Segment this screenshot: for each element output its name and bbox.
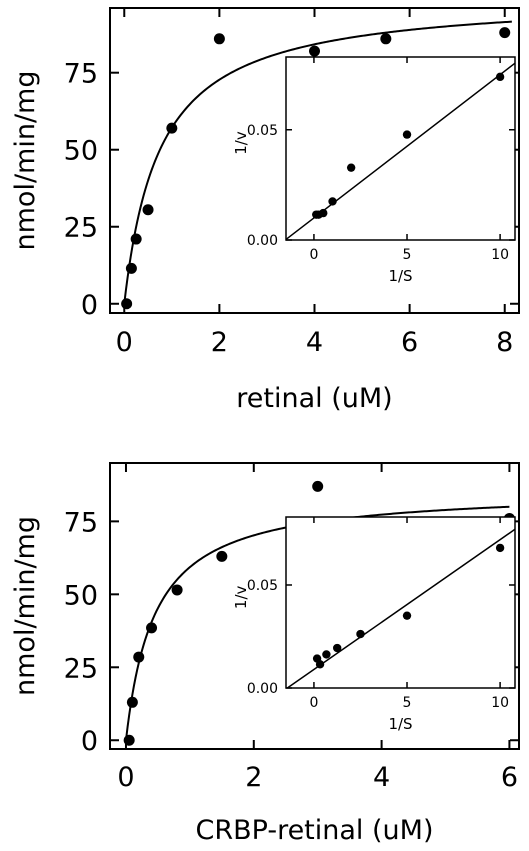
inset-data-point [495,72,505,82]
inset-y-tick-label: 0.05 [247,123,278,139]
data-point [166,122,178,134]
x-tick-label: 0 [117,762,134,793]
x-tick-label: 4 [306,327,323,358]
inset-data-point [328,197,337,206]
inset-data-point [315,660,325,669]
x-tick-label: 2 [245,762,262,793]
fit-curve [123,20,512,304]
inset-data-point [356,629,365,639]
data-point [312,480,324,492]
y-tick-label: 75 [64,59,98,90]
x-axis-label: CRBP-retinal (uM) [196,815,434,846]
inset-data-point [346,163,356,172]
data-point [126,696,138,708]
inset-frame [285,516,516,689]
inset-data-point [402,130,412,139]
x-tick-label: 2 [211,327,228,358]
inset-x-tick-label: 10 [491,247,509,263]
data-point [216,550,228,562]
x-tick-label: 0 [116,327,133,358]
data-point [309,45,320,57]
data-point [499,27,511,39]
data-point [125,262,137,274]
data-point [121,298,133,310]
y-tick-label: 0 [81,290,98,321]
x-axis-label: retinal (uM) [236,383,392,414]
data-point [130,233,142,245]
inset-data-point [495,543,505,553]
data-point [171,584,183,596]
y-tick-label: 25 [64,213,98,244]
inset-x-tick-label: 0 [309,247,318,263]
inset-fit-line [286,528,516,689]
data-point [213,33,225,45]
inset-data-point [322,650,331,659]
inset-y-axis-label: 1/v [232,586,250,610]
data-point [142,204,154,216]
inset-y-tick-label: 0.00 [247,681,278,697]
inset-data-point [332,643,342,653]
y-axis-label: nmol/min/mg [10,516,41,696]
y-tick-label: 50 [64,136,98,167]
inset-x-tick-label: 5 [403,695,412,711]
x-tick-label: 6 [401,327,418,358]
inset-x-tick-label: 0 [309,695,318,711]
inset-y-axis-label: 1/v [232,131,250,155]
data-point [133,651,145,663]
x-tick-label: 8 [496,327,513,358]
data-point [380,33,392,45]
inset-x-axis-label: 1/S [388,715,412,733]
inset-x-axis-label: 1/S [388,267,412,285]
inset-chart: 0 5 10 0.00 0.05 1/S 1/v [232,516,516,733]
y-tick-label: 50 [64,580,98,611]
plot-frame [109,462,520,750]
inset-y-tick-label: 0.00 [247,233,278,249]
inset-data-point [402,611,412,620]
data-point [146,622,158,634]
x-tick-label: 6 [501,762,518,793]
inset-x-tick-label: 10 [491,695,509,711]
inset-chart: 0 5 10 0.00 0.05 1/S 1/v [232,56,516,285]
inset-y-tick-label: 0.05 [247,578,278,594]
y-tick-label: 25 [64,653,98,684]
inset-data-point [319,208,328,218]
y-axis-label: nmol/min/mg [10,71,41,251]
inset-x-tick-label: 5 [403,247,412,263]
data-point [123,734,135,746]
y-tick-label: 0 [81,726,98,757]
y-tick-label: 75 [64,507,98,538]
x-tick-label: 4 [373,762,390,793]
